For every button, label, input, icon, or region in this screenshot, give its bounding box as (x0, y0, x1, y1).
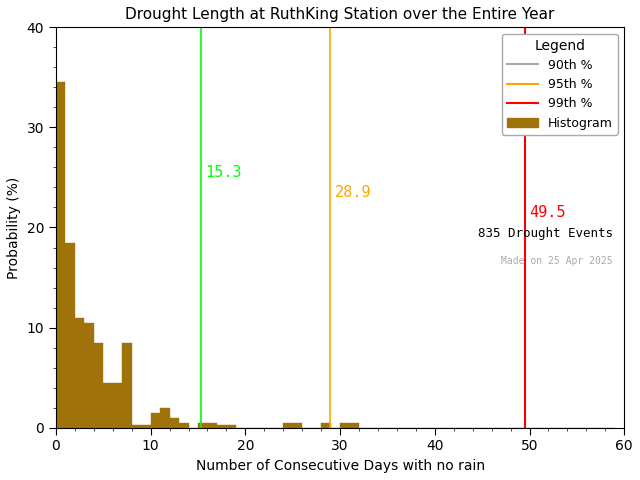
Bar (227, 425, 236, 428)
Bar (141, 425, 150, 428)
Bar (150, 413, 160, 428)
Bar (94, 343, 103, 428)
Bar (349, 423, 359, 428)
Text: 835 Drought Events: 835 Drought Events (478, 228, 613, 240)
Bar (284, 423, 292, 428)
Bar (292, 423, 302, 428)
Bar (84, 323, 94, 428)
Text: 28.9: 28.9 (335, 185, 371, 200)
X-axis label: Number of Consecutive Days with no rain: Number of Consecutive Days with no rain (196, 459, 484, 473)
Bar (122, 343, 132, 428)
Legend: 90th %, 95th %, 99th %, Histogram: 90th %, 95th %, 99th %, Histogram (502, 34, 618, 134)
Text: 15.3: 15.3 (205, 165, 242, 180)
Bar (198, 423, 207, 428)
Bar (321, 423, 331, 428)
Bar (65, 242, 75, 428)
Bar (103, 383, 113, 428)
Y-axis label: Probability (%): Probability (%) (7, 176, 21, 278)
Bar (170, 418, 179, 428)
Bar (217, 425, 227, 428)
Bar (179, 423, 189, 428)
Bar (56, 83, 65, 428)
Bar (132, 425, 141, 428)
Bar (207, 423, 217, 428)
Title: Drought Length at RuthKing Station over the Entire Year: Drought Length at RuthKing Station over … (125, 7, 555, 22)
Text: 49.5: 49.5 (529, 205, 566, 220)
Bar (75, 318, 84, 428)
Bar (160, 408, 170, 428)
Text: Made on 25 Apr 2025: Made on 25 Apr 2025 (501, 255, 613, 265)
Bar (113, 383, 122, 428)
Bar (340, 423, 349, 428)
